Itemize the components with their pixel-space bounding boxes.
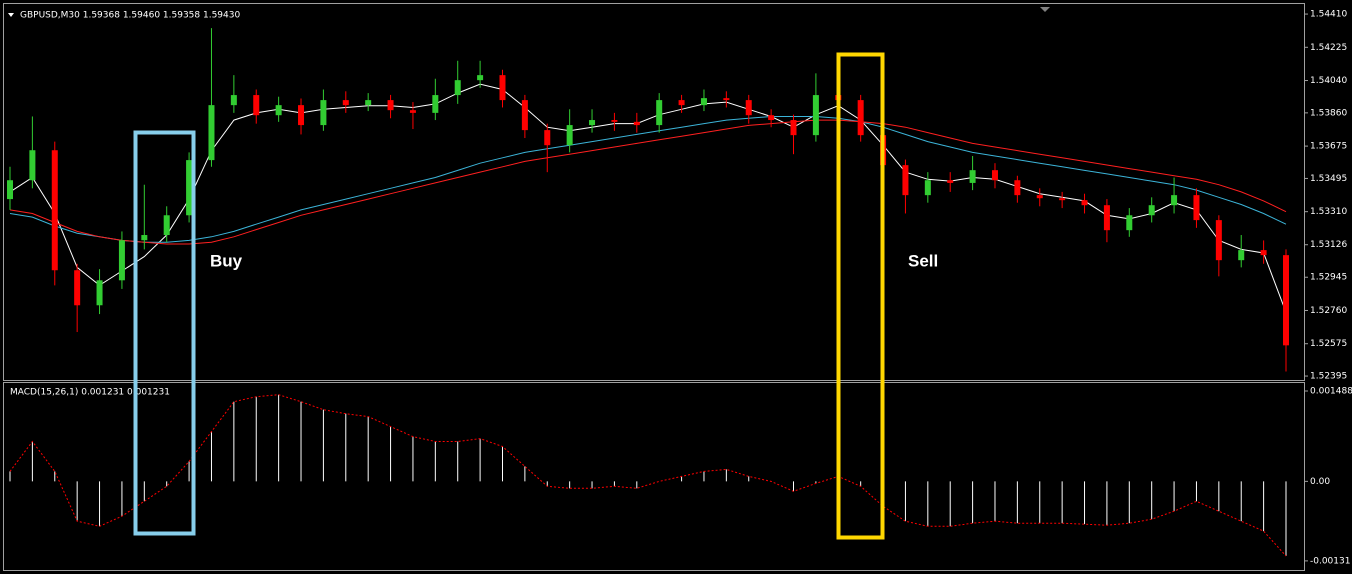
candle-body bbox=[230, 95, 237, 106]
candle-body bbox=[342, 100, 349, 106]
plot-area: 1.54410 1.54225 1.54040 1.53860 1.53675 1.534… bbox=[7, 10, 1352, 566]
candle-body bbox=[745, 100, 752, 116]
candle-body bbox=[118, 240, 125, 281]
y-tick-label: 1.54410 bbox=[1310, 10, 1347, 20]
candle-body bbox=[700, 98, 707, 106]
candle-body bbox=[857, 100, 864, 136]
candle-body bbox=[633, 121, 640, 126]
candle-body bbox=[991, 170, 998, 181]
candle-body bbox=[790, 120, 797, 136]
y-tick-label: 1.53495 bbox=[1310, 174, 1347, 184]
y-tick-label: 1.53675 bbox=[1310, 142, 1347, 152]
candle-body bbox=[521, 100, 528, 131]
candle-body bbox=[723, 98, 730, 101]
y-tick-label: -0.00131 bbox=[1310, 556, 1350, 566]
y-tick-label: 1.53310 bbox=[1310, 207, 1347, 217]
candle-body bbox=[477, 75, 484, 81]
y-tick-label: 1.52395 bbox=[1310, 372, 1347, 382]
y-tick-label: 1.52760 bbox=[1310, 306, 1347, 316]
candle-body bbox=[454, 80, 461, 96]
candle-body bbox=[253, 95, 260, 116]
candle-body bbox=[1148, 205, 1155, 216]
candle-body bbox=[275, 105, 282, 116]
y-tick-label: 1.53126 bbox=[1310, 240, 1347, 250]
candle-body bbox=[7, 180, 13, 200]
moving-average bbox=[9, 116, 1287, 243]
y-tick-label: 1.52945 bbox=[1310, 273, 1347, 283]
candle-body bbox=[812, 95, 819, 136]
sell-box bbox=[836, 52, 885, 540]
candle-body bbox=[74, 270, 81, 306]
candle-body bbox=[947, 180, 954, 183]
menu-arrow bbox=[8, 13, 14, 17]
candle-body bbox=[1059, 198, 1066, 201]
y-tick-label: 1.54040 bbox=[1310, 76, 1347, 86]
candle-body bbox=[1238, 250, 1245, 261]
y-tick-label: 0.00 bbox=[1310, 477, 1330, 487]
chart-title: GBPUSD,M30 1.59368 1.59460 1.59358 1.594… bbox=[20, 11, 240, 21]
candle-body bbox=[320, 100, 327, 126]
candle-body bbox=[186, 160, 193, 216]
candle-body bbox=[566, 125, 573, 146]
candle-body bbox=[656, 100, 663, 126]
candle-body bbox=[387, 100, 394, 111]
candle-body bbox=[902, 165, 909, 196]
candle-body bbox=[499, 75, 506, 101]
candle-body bbox=[409, 110, 416, 113]
candle-body bbox=[365, 100, 372, 106]
candle-body bbox=[678, 100, 685, 106]
candle-body bbox=[768, 115, 775, 121]
candle-body bbox=[1193, 195, 1200, 221]
candle-body bbox=[96, 280, 103, 306]
candle-body bbox=[1215, 220, 1222, 261]
candle-body bbox=[1081, 200, 1088, 206]
candle-body bbox=[1014, 180, 1021, 196]
buy-label: Buy bbox=[210, 251, 243, 270]
candle-body bbox=[1103, 205, 1110, 231]
candle-body bbox=[1036, 195, 1043, 199]
candle-body bbox=[29, 150, 36, 181]
moving-average bbox=[9, 119, 1287, 245]
candle-body bbox=[611, 120, 618, 122]
candle-body bbox=[298, 105, 305, 126]
candle-body bbox=[544, 130, 551, 146]
buy-box bbox=[133, 130, 196, 536]
candle-body bbox=[1126, 215, 1133, 231]
candle-body bbox=[141, 235, 148, 241]
candle-body bbox=[924, 180, 931, 196]
shift-marker bbox=[1040, 7, 1050, 12]
macd-title: MACD(15,26,1) 0.001231 0.001231 bbox=[10, 388, 170, 398]
y-tick-label: 1.52575 bbox=[1310, 339, 1347, 349]
y-tick-label: 1.53860 bbox=[1310, 108, 1347, 118]
y-tick-label: 0.001488 bbox=[1310, 387, 1352, 397]
candle-body bbox=[163, 215, 170, 236]
price-panel-frame bbox=[3, 3, 1305, 381]
macd-panel-frame bbox=[3, 382, 1305, 571]
candle-body bbox=[969, 170, 976, 183]
sell-label: Sell bbox=[908, 251, 938, 270]
candle-body bbox=[208, 105, 215, 161]
y-tick-label: 1.54225 bbox=[1310, 43, 1347, 53]
moving-average bbox=[9, 83, 1287, 313]
candle-body bbox=[589, 120, 596, 126]
candle-body bbox=[51, 150, 58, 271]
candle-body bbox=[1283, 255, 1289, 346]
candle-body bbox=[432, 95, 439, 113]
candle-body bbox=[1171, 195, 1178, 206]
candle-body bbox=[1260, 250, 1267, 256]
macd-signal bbox=[9, 394, 1287, 557]
